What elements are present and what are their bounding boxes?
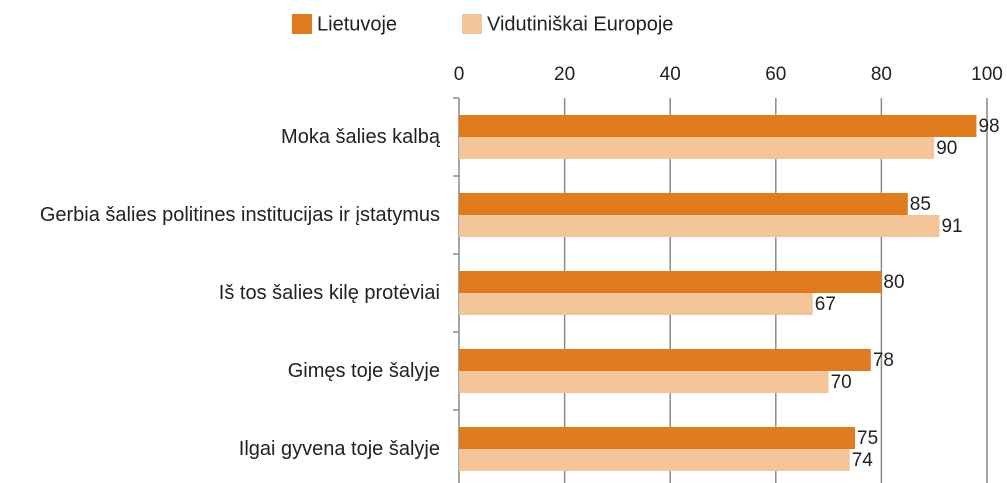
x-tick-label: 80 [871,64,892,85]
value-label: 91 [941,216,962,237]
value-label: 67 [815,294,836,315]
legend-swatch [462,14,482,34]
bar [459,349,871,371]
x-tick-label: 0 [454,64,465,85]
category-label: Gerbia šalies politines institucijas ir … [39,204,440,226]
bar [459,115,977,137]
legend-swatch [292,14,312,34]
value-label: 80 [883,272,904,293]
x-tick-label: 60 [765,64,786,85]
bar [459,193,908,215]
category-label: Gimęs toje šalyje [287,360,440,382]
bar [459,215,940,237]
bar [459,271,882,293]
category-label: Iš tos šalies kilę protėviai [218,282,440,304]
bar [459,371,829,393]
value-label: 74 [852,450,874,471]
value-label: 90 [936,138,957,159]
x-tick-label: 20 [554,64,575,85]
bar [459,449,850,471]
legend-label: Vidutiniškai Europoje [487,13,673,35]
category-label: Ilgai gyvena toje šalyje [238,438,440,460]
x-tick-label: 100 [971,64,1003,85]
bar [459,137,935,159]
value-label: 98 [978,116,999,137]
x-tick-label: 40 [660,64,681,85]
value-label: 70 [831,372,852,393]
value-label: 85 [910,194,931,215]
value-label: 78 [873,350,894,371]
bar [459,293,813,315]
bar [459,427,855,449]
value-label: 75 [857,428,878,449]
legend-label: Lietuvoje [317,13,397,35]
category-label: Moka šalies kalbą [281,126,440,148]
